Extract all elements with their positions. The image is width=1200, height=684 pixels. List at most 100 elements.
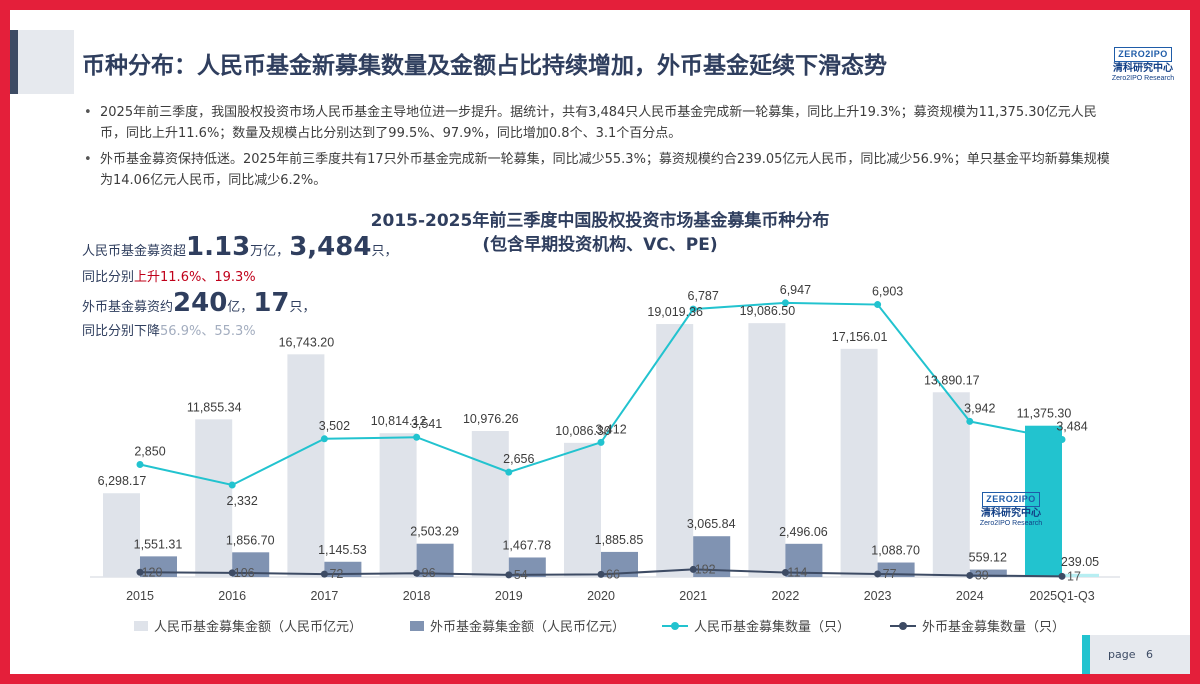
bar-fx-amount xyxy=(1062,573,1099,577)
title-accent-bar xyxy=(10,30,74,94)
x-tick-label: 2025Q1-Q3 xyxy=(1029,589,1094,603)
callout-text: 人民币基金募资超 xyxy=(82,244,187,259)
x-tick-label: 2024 xyxy=(956,589,984,603)
legend-fx-count: 外币基金募集数量（只） xyxy=(890,616,1065,635)
point-fx-count xyxy=(781,569,789,577)
data-label-fx-count: 17 xyxy=(1067,569,1081,583)
callout-rmb-line1: 人民币基金募资超1.13万亿，3,484只， xyxy=(82,232,397,262)
legend-swatch xyxy=(662,621,688,631)
x-tick-label: 2018 xyxy=(403,589,431,603)
slide: 币种分布：人民币基金新募集数量及金额占比持续增加，外币基金延续下滑态势 ZERO… xyxy=(10,10,1190,674)
x-tick-label: 2017 xyxy=(310,589,338,603)
page-number: 6 xyxy=(1146,648,1153,661)
callout-text: 只， xyxy=(371,244,398,259)
data-label-rmb-count: 3,412 xyxy=(595,422,626,436)
callout-text: 亿， xyxy=(227,300,254,315)
bar-rmb-amount xyxy=(932,392,970,577)
data-label-fx-count: 72 xyxy=(329,567,343,581)
data-label-rmb-amount: 10,976.26 xyxy=(463,412,519,426)
data-label-fx-amount: 559.12 xyxy=(969,551,1007,565)
callout-fx-line1: 外币基金募资约240亿，17只， xyxy=(82,288,316,318)
bullet-rmb: 2025年前三季度，我国股权投资市场人民币基金主导地位进一步提升。据统计，共有3… xyxy=(82,102,1122,144)
point-fx-count xyxy=(320,570,328,578)
data-label-rmb-amount: 10,086.30 xyxy=(555,424,611,438)
point-rmb-count xyxy=(228,481,236,489)
logo-name-cn: 清科研究中心 xyxy=(981,508,1041,519)
callout-fx-change: 56.9%、55.3% xyxy=(160,324,256,339)
data-label-fx-count: 106 xyxy=(234,566,255,580)
legend-swatch xyxy=(410,620,424,631)
data-label-rmb-count: 6,903 xyxy=(872,285,903,299)
data-label-fx-amount: 239.05 xyxy=(1061,555,1099,569)
point-rmb-count xyxy=(781,299,789,307)
legend-swatch xyxy=(134,620,148,631)
legend-label: 人民币基金募集金额（人民币亿元） xyxy=(154,620,363,635)
data-label-fx-count: 39 xyxy=(975,568,989,582)
point-rmb-count xyxy=(505,468,513,476)
callout-fx-amount: 240 xyxy=(173,288,228,318)
point-rmb-count xyxy=(320,435,328,443)
data-label-rmb-amount: 19,086.50 xyxy=(740,304,796,318)
page-label: page xyxy=(1108,648,1136,661)
bullet-list: 2025年前三季度，我国股权投资市场人民币基金主导地位进一步提升。据统计，共有3… xyxy=(82,102,1122,196)
bar-fx-amount xyxy=(416,543,454,577)
callout-text: 万亿， xyxy=(250,244,290,259)
data-label-rmb-count: 3,502 xyxy=(319,419,350,433)
bar-rmb-amount xyxy=(564,442,601,577)
bar-rmb-amount xyxy=(103,493,140,577)
bar-rmb-amount xyxy=(1025,425,1062,577)
legend-rmb-amount: 人民币基金募集金额（人民币亿元） xyxy=(134,616,362,635)
data-label-rmb-amount: 17,156.01 xyxy=(832,330,888,344)
legend-swatch xyxy=(890,621,916,631)
x-tick-label: 2016 xyxy=(218,589,246,603)
data-label-fx-count: 96 xyxy=(422,566,436,580)
legend-fx-amount: 外币基金募集金额（人民币亿元） xyxy=(410,616,625,635)
callout-text: 外币基金募资约 xyxy=(82,300,174,315)
point-rmb-count xyxy=(689,305,697,313)
point-rmb-count xyxy=(1058,435,1066,443)
callout-text: 同比分别下降 xyxy=(82,324,161,339)
chart-title: 2015-2025年前三季度中国股权投资市场基金募集币种分布 xyxy=(370,211,830,231)
callout-rmb-change: 上升11.6%、19.3% xyxy=(134,270,256,285)
data-label-fx-amount: 1,885.85 xyxy=(595,533,644,547)
point-fx-count xyxy=(689,565,697,573)
page-title: 币种分布：人民币基金新募集数量及金额占比持续增加，外币基金延续下滑态势 xyxy=(82,53,887,79)
callout-rmb-line2: 同比分别上升11.6%、19.3% xyxy=(82,266,256,285)
data-label-rmb-count: 2,656 xyxy=(503,452,534,466)
data-label-rmb-count: 3,484 xyxy=(1056,419,1087,433)
callout-rmb-count: 3,484 xyxy=(289,232,372,262)
point-rmb-count xyxy=(966,417,974,425)
data-label-rmb-count: 2,850 xyxy=(134,445,165,459)
legend-label: 人民币基金募集数量（只） xyxy=(694,620,851,635)
data-label-rmb-amount: 11,855.34 xyxy=(187,400,242,414)
data-label-fx-amount: 1,088.70 xyxy=(871,544,920,558)
bar-rmb-amount xyxy=(471,431,509,577)
data-label-rmb-amount: 16,743.20 xyxy=(279,335,335,349)
x-tick-label: 2020 xyxy=(587,589,615,603)
data-label-rmb-amount: 19,019.36 xyxy=(647,305,703,319)
point-rmb-count xyxy=(874,301,882,309)
point-fx-count xyxy=(597,570,605,578)
point-fx-count xyxy=(228,569,236,577)
point-fx-count xyxy=(413,569,421,577)
point-rmb-count xyxy=(413,433,421,441)
bar-rmb-amount xyxy=(840,348,878,577)
data-label-fx-count: 192 xyxy=(695,562,716,576)
chart-subtitle: (包含早期投资机构、VC、PE) xyxy=(482,235,718,255)
data-label-fx-amount: 2,496.06 xyxy=(779,525,828,539)
data-label-fx-amount: 3,065.84 xyxy=(687,517,736,531)
bar-rmb-amount xyxy=(656,324,694,577)
data-label-fx-amount: 2,503.29 xyxy=(410,525,459,539)
logo-mark: ZERO2IPO xyxy=(982,492,1040,507)
bullet-fx: 外币基金募资保持低迷。2025年前三季度共有17只外币基金完成新一轮募集，同比减… xyxy=(82,149,1122,191)
data-label-rmb-count: 3,942 xyxy=(964,401,995,415)
logo-name-en: Zero2IPO Research xyxy=(1111,75,1175,82)
data-label-rmb-count: 3,541 xyxy=(411,417,442,431)
callout-fx-count: 17 xyxy=(253,288,290,318)
x-tick-label: 2019 xyxy=(495,589,523,603)
bar-rmb-amount xyxy=(287,354,325,577)
x-tick-label: 2023 xyxy=(864,589,892,603)
data-label-fx-count: 77 xyxy=(883,567,897,581)
data-label-rmb-count: 6,947 xyxy=(780,283,811,297)
legend-label: 外币基金募集数量（只） xyxy=(922,620,1066,635)
